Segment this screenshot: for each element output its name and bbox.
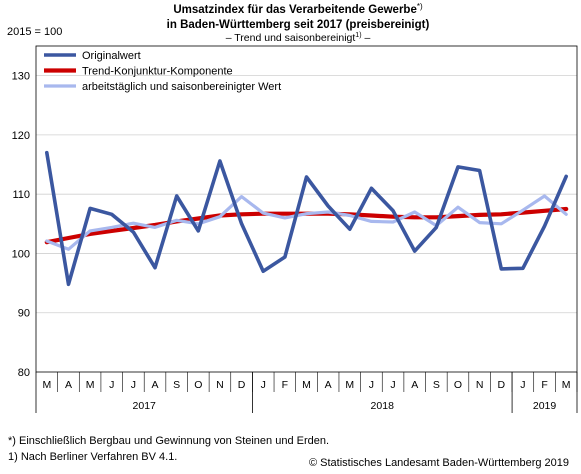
x-tick-label: S bbox=[173, 379, 180, 391]
year-label: 2018 bbox=[371, 400, 395, 412]
x-tick-label: F bbox=[282, 379, 288, 391]
x-tick-label: J bbox=[520, 379, 525, 391]
subtitle-end: – bbox=[362, 32, 371, 44]
x-axis: M A M J J A S O N D J F M A M J J A S O N D J F M 2017 2018 2019 bbox=[35, 372, 578, 413]
x-tick-label: N bbox=[216, 379, 224, 391]
y-axis-ticks: 80 90 100 110 120 130 bbox=[12, 71, 30, 379]
x-tick-label: J bbox=[109, 379, 114, 391]
series-line-0 bbox=[44, 150, 569, 287]
x-tick-label: M bbox=[302, 379, 311, 391]
title-line-1: Umsatzindex für das Verarbeitende Gewerb… bbox=[173, 4, 417, 16]
legend-label: Trend-Konjunktur-Komponente bbox=[82, 66, 233, 78]
gridlines bbox=[36, 75, 577, 314]
x-tick-label: A bbox=[411, 379, 418, 391]
x-tick-label: A bbox=[65, 379, 72, 391]
subtitle-footnote-mark: 1) bbox=[355, 32, 361, 39]
data-series bbox=[44, 150, 569, 287]
x-tick-label: M bbox=[562, 379, 571, 391]
x-tick-label: M bbox=[86, 379, 95, 391]
series-line-2 bbox=[45, 194, 568, 251]
x-tick-label: J bbox=[261, 379, 266, 391]
x-tick-label: D bbox=[238, 379, 246, 391]
x-tick-label: J bbox=[390, 379, 395, 391]
x-tick-label: J bbox=[369, 379, 374, 391]
y-tick-label: 110 bbox=[12, 189, 30, 201]
y-tick-label: 120 bbox=[12, 130, 30, 142]
footnote-1: 1) Nach Berliner Verfahren BV 4.1. bbox=[8, 451, 178, 463]
title-footnote-mark: *) bbox=[417, 2, 423, 11]
y-tick-label: 100 bbox=[12, 248, 30, 260]
x-tick-label: A bbox=[152, 379, 159, 391]
y-tick-label: 90 bbox=[18, 308, 30, 320]
svg-text:Umsatzindex für das Verarbeite: Umsatzindex für das Verarbeitende Gewerb… bbox=[173, 2, 423, 16]
legend-label: Originalwert bbox=[82, 50, 141, 62]
chart-title: Umsatzindex für das Verarbeitende Gewerb… bbox=[167, 2, 430, 44]
x-tick-label: M bbox=[345, 379, 354, 391]
copyright-notice: © Statistisches Landesamt Baden-Württemb… bbox=[308, 457, 569, 469]
x-tick-label: F bbox=[541, 379, 547, 391]
year-label: 2017 bbox=[133, 400, 157, 412]
title-line-2: in Baden-Württemberg seit 2017 (preisber… bbox=[167, 19, 430, 31]
subtitle-text: – Trend und saisonbereinigt bbox=[226, 32, 356, 44]
year-label: 2019 bbox=[533, 400, 557, 412]
legend-label: arbeitstäglich und saisonbereinigter Wer… bbox=[82, 81, 281, 93]
x-tick-label: N bbox=[476, 379, 484, 391]
x-tick-label: S bbox=[433, 379, 440, 391]
footnote-star: *) Einschließlich Bergbau und Gewinnung … bbox=[8, 435, 330, 447]
x-tick-label: O bbox=[454, 379, 462, 391]
unit-label: 2015 = 100 bbox=[7, 26, 62, 38]
svg-text:– Trend und saisonbereinigt1): – Trend und saisonbereinigt1) – bbox=[226, 32, 371, 44]
x-tick-label: D bbox=[497, 379, 505, 391]
x-tick-label: M bbox=[42, 379, 51, 391]
x-tick-label: J bbox=[131, 379, 136, 391]
y-tick-label: 130 bbox=[12, 71, 30, 83]
legend: Originalwert Trend-Konjunktur-Komponente a… bbox=[44, 50, 281, 93]
plot-frame bbox=[35, 45, 578, 373]
x-tick-label: O bbox=[194, 379, 202, 391]
y-tick-label: 80 bbox=[18, 367, 30, 379]
x-tick-label: A bbox=[325, 379, 332, 391]
